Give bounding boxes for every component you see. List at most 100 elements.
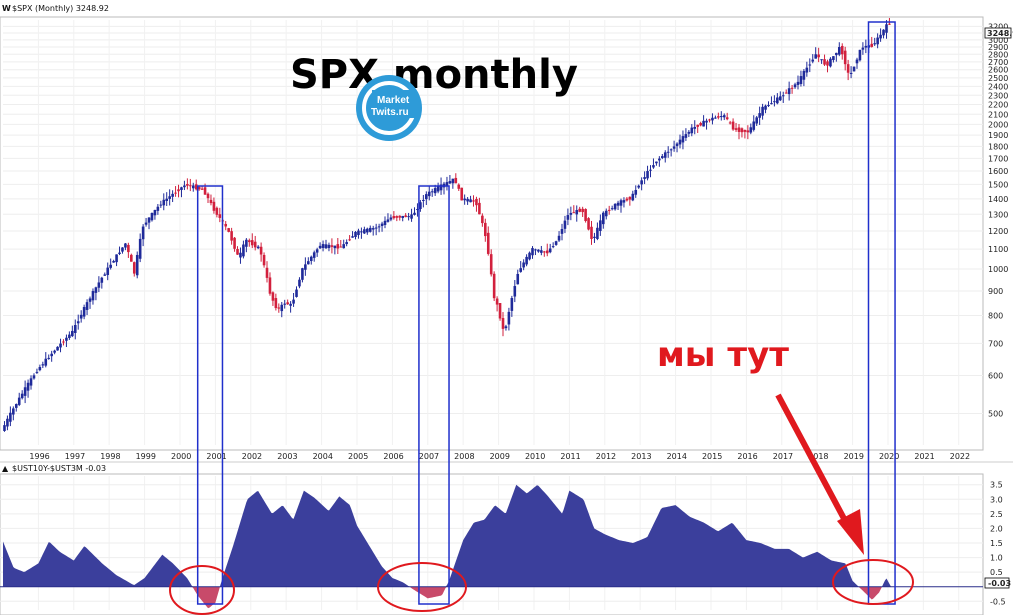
candle-body <box>407 216 410 218</box>
y-axis-ticks: 3200310030002900280027002600250024002300… <box>988 22 1008 418</box>
candle-body <box>144 222 148 225</box>
candle-body <box>259 246 263 255</box>
candle-body <box>118 252 121 255</box>
candle-body <box>32 375 36 379</box>
candle-body <box>106 267 110 276</box>
candle-body <box>590 226 593 239</box>
y-tick-label: 2700 <box>988 58 1008 67</box>
candle-body <box>345 242 348 245</box>
candle-body <box>427 191 431 197</box>
candle-body <box>236 248 239 255</box>
candle-body <box>103 274 107 276</box>
candle-body <box>76 321 80 324</box>
candle-body <box>73 324 77 333</box>
candle-body <box>513 286 517 297</box>
candle-body <box>280 304 284 312</box>
candle-body <box>416 209 419 211</box>
candle-body <box>746 130 750 133</box>
candle-body <box>79 314 83 319</box>
candle-body <box>171 193 174 197</box>
upper-gridlines <box>3 20 983 610</box>
x-tick-label: 2009 <box>490 452 510 461</box>
candle-body <box>613 203 617 210</box>
candle-body <box>250 240 254 246</box>
candle-body <box>666 151 670 153</box>
candle-body <box>200 188 204 190</box>
candle-body <box>413 212 416 215</box>
x-tick-label: 1998 <box>100 452 120 461</box>
candle-body <box>649 169 652 171</box>
y-tick-label: 2200 <box>988 101 1008 110</box>
candle-body <box>820 59 823 61</box>
candle-body <box>545 250 549 254</box>
candle-body <box>433 188 437 194</box>
markettwits-logo: Market Twits.ru <box>356 75 422 141</box>
candle-body <box>846 64 850 73</box>
candle-body <box>304 264 307 270</box>
candle-body <box>460 187 464 201</box>
candle-body <box>628 196 632 200</box>
y-tick-label: 1000 <box>988 265 1008 274</box>
lower-chart-title-icon: ▲ <box>2 464 9 473</box>
upper-chart-title: $SPX (Monthly) 3248.92 <box>12 4 109 13</box>
x-tick-label: 2005 <box>348 452 368 461</box>
upper-last-value-badge: 3248.9 <box>984 27 1013 39</box>
candle-body <box>572 212 576 214</box>
candle-body <box>47 357 51 359</box>
candle-body <box>669 149 673 151</box>
candle-body <box>339 246 343 248</box>
candle-body <box>773 101 776 103</box>
candle-body <box>401 215 405 218</box>
candle-body <box>186 183 189 186</box>
x-tick-label: 2001 <box>206 452 226 461</box>
x-tick-label: 2000 <box>171 452 191 461</box>
candle-body <box>770 103 773 105</box>
y-tick-label: 1800 <box>988 142 1008 151</box>
highlight-box <box>196 185 224 605</box>
inversion-ellipse-2007 <box>377 562 467 612</box>
candle-body <box>705 120 708 123</box>
candle-body <box>38 367 42 371</box>
candle-body <box>271 292 275 301</box>
candle-body <box>548 248 552 253</box>
candle-body <box>764 105 767 110</box>
y-tick-label: 800 <box>988 312 1003 321</box>
x-tick-label: 2021 <box>914 452 934 461</box>
candle-body <box>445 182 449 186</box>
y-tick-label: 1200 <box>988 227 1008 236</box>
candle-body <box>719 116 723 118</box>
candle-body <box>35 371 39 373</box>
candle-body <box>731 121 735 130</box>
candle-body <box>130 254 133 262</box>
candle-body <box>525 256 528 265</box>
candle-body <box>309 256 313 262</box>
upper-panel-frame <box>0 16 984 451</box>
candle-body <box>569 212 573 215</box>
candle-body <box>3 425 6 431</box>
annotation-arrow <box>775 393 864 555</box>
candle-body <box>141 226 145 240</box>
candle-body <box>383 220 387 225</box>
candle-body <box>109 264 112 268</box>
candle-body <box>690 127 694 134</box>
x-tick-label: 2002 <box>242 452 262 461</box>
candle-body <box>422 199 425 201</box>
candle-body <box>829 58 832 67</box>
candle-body <box>805 67 809 73</box>
candle-body <box>389 217 393 220</box>
candle-body <box>543 251 546 253</box>
candle-body <box>333 245 337 249</box>
candle-body <box>761 106 764 116</box>
candle-body <box>681 136 685 143</box>
candle-body <box>631 193 635 201</box>
candle-body <box>56 346 59 351</box>
candle-body <box>100 277 104 283</box>
candle-body <box>62 341 65 343</box>
candle-body <box>156 206 160 211</box>
lower-last-value-label: -0.03 <box>988 579 1011 588</box>
candle-body <box>802 70 806 80</box>
candle-body <box>652 165 655 168</box>
candle-body <box>790 87 794 89</box>
candle-body <box>360 231 363 233</box>
candle-body <box>245 239 248 247</box>
